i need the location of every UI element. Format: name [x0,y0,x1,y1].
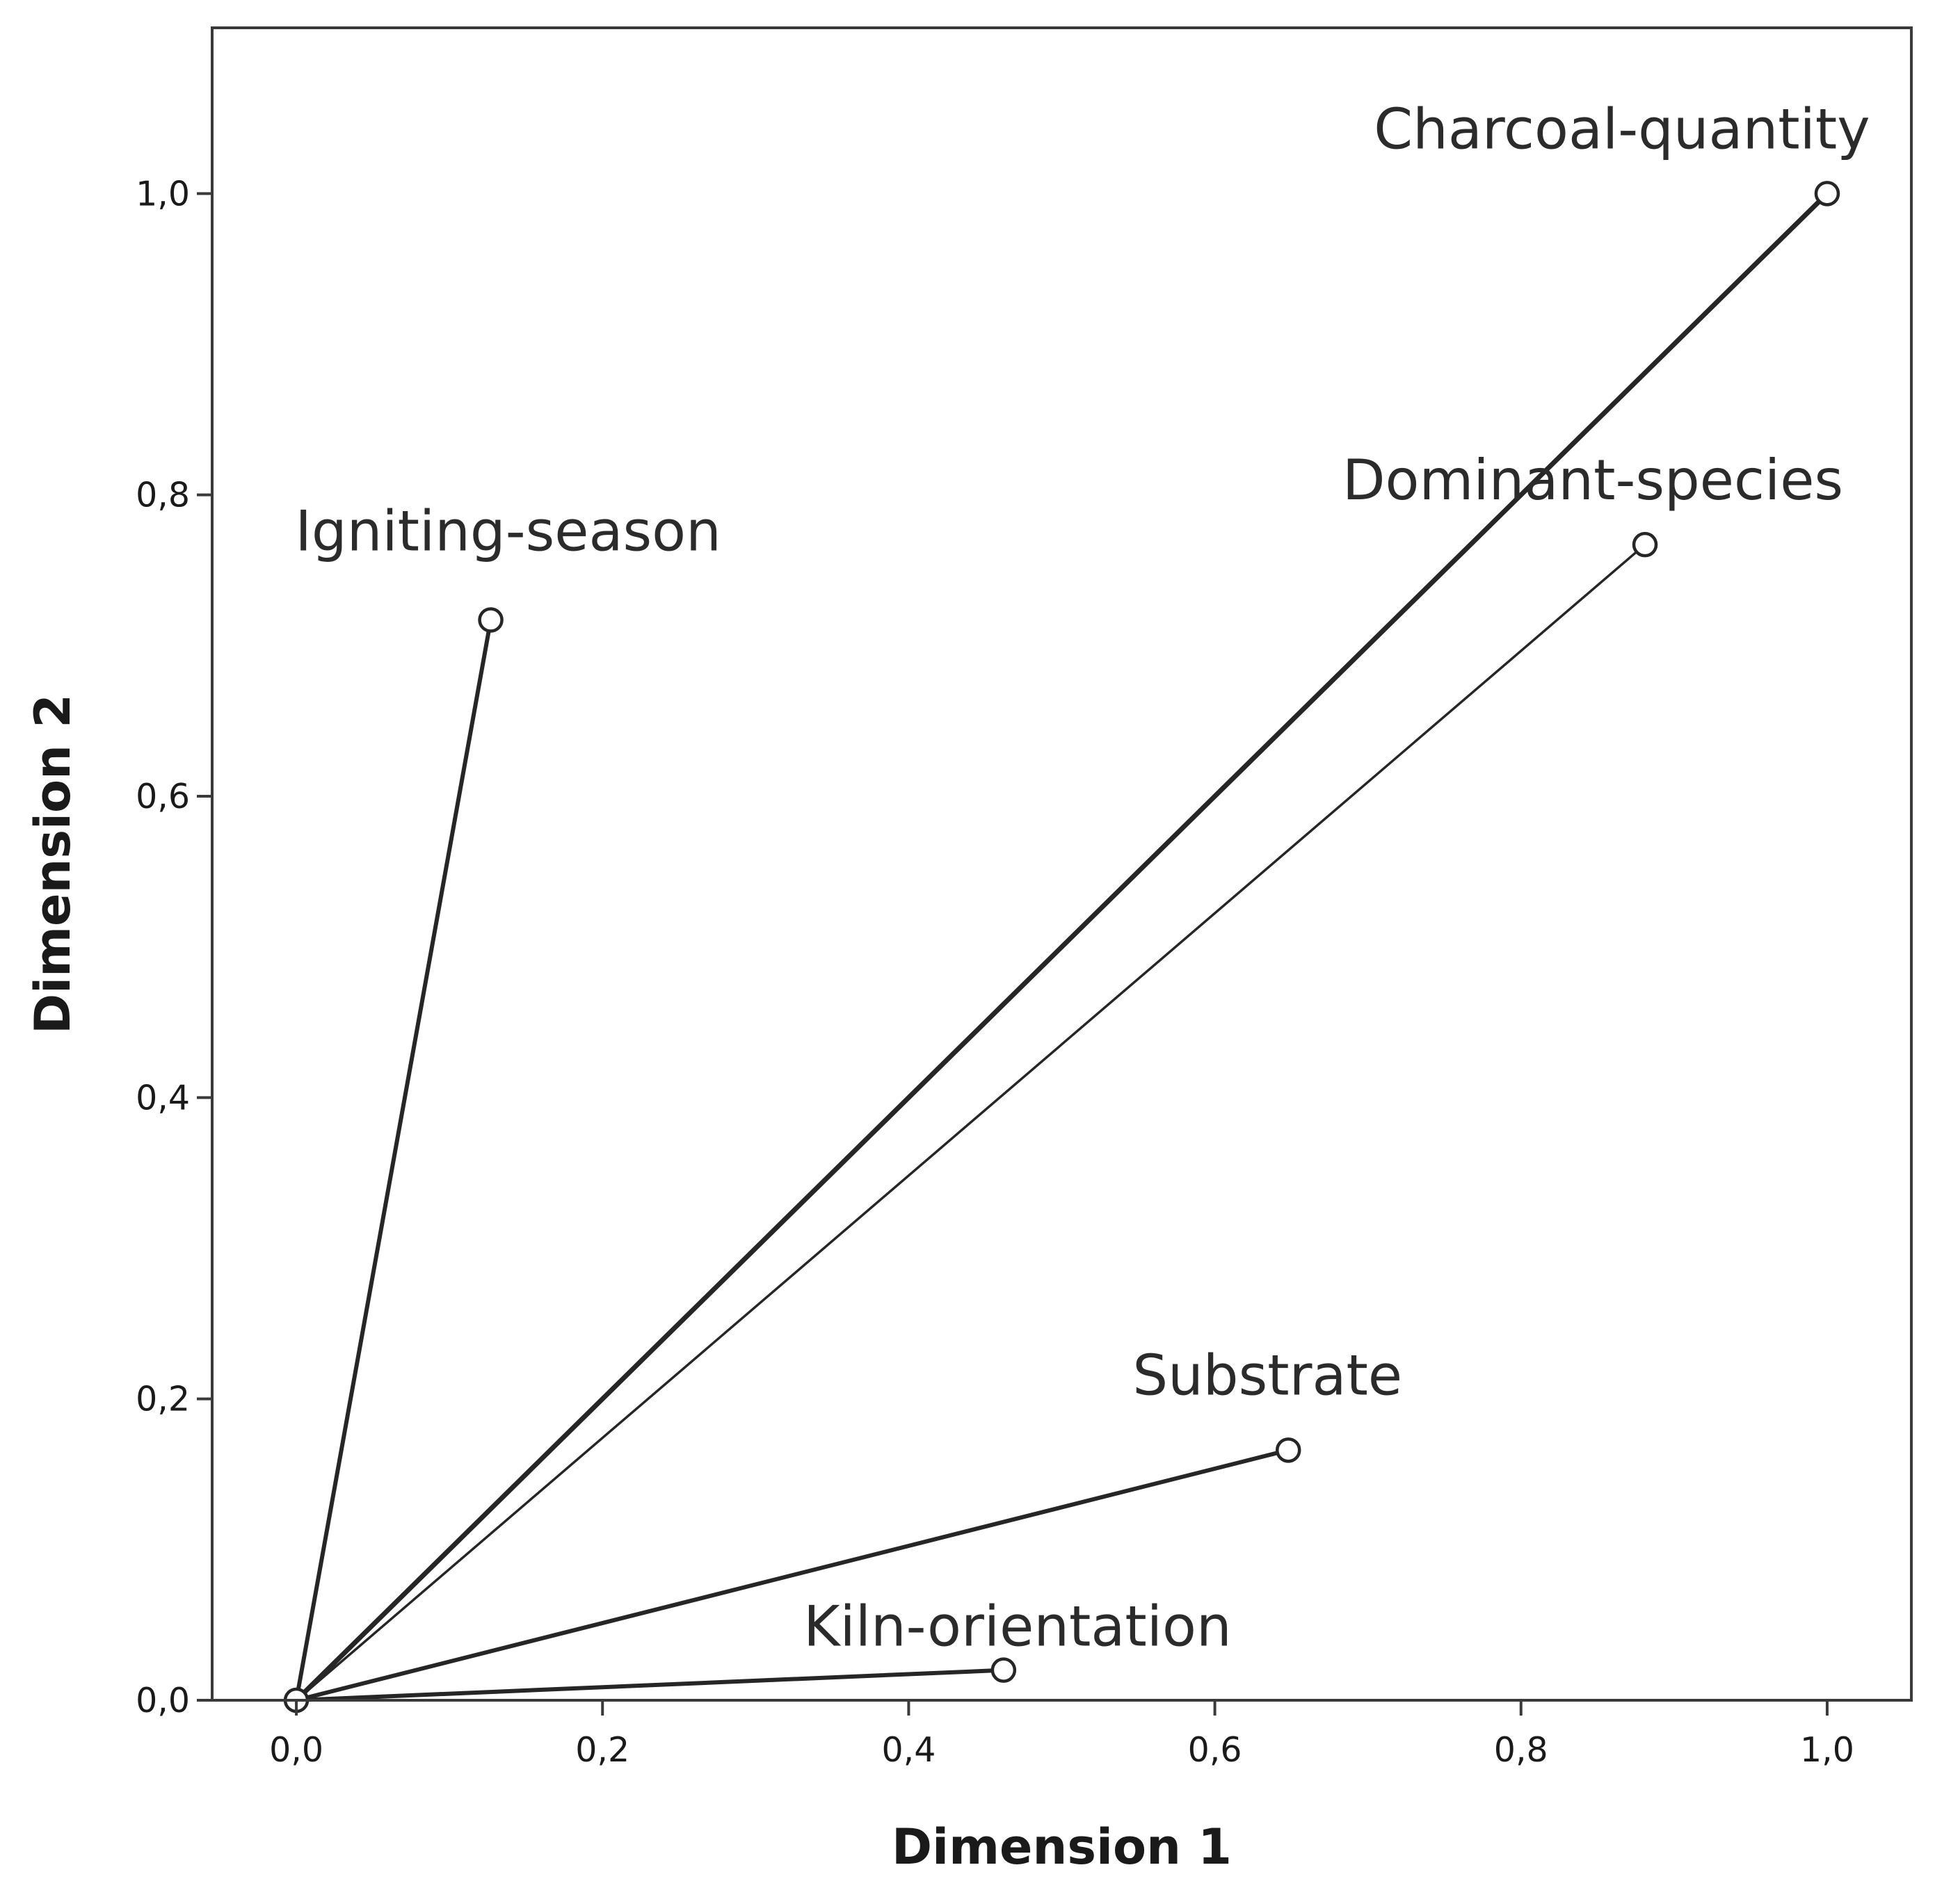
vector-line-igniting-season [294,618,493,1702]
y-tick-label: 1,0 [136,174,190,213]
x-tick-label: 1,0 [1800,1730,1854,1770]
point-label-igniting-season: Igniting-season [295,499,721,564]
point-marker-dominant-species [1632,531,1658,558]
point-label-kiln-orientation: Kiln-orientation [803,1595,1232,1659]
point-labels: Charcoal-quantity Dominant-species Ignitin… [295,97,1870,1659]
y-axis-title: Dimension 2 [24,694,81,1034]
x-tick-label: 0,6 [1188,1730,1242,1770]
x-tick-label: 0,4 [881,1730,936,1770]
y-tick-label: 0,0 [136,1681,190,1720]
plot-frame [211,26,1913,1702]
x-tick-label: 0,8 [1494,1730,1548,1770]
vector-line-kiln-orientation [294,1668,1006,1702]
point-marker-igniting-season [478,607,504,633]
y-tick-label: 0,8 [136,476,190,515]
y-tick-label: 0,2 [136,1380,190,1419]
point-marker-charcoal-quantity [1814,181,1840,207]
vector-line-substrate [294,1448,1291,1702]
point-marker-kiln-orientation [990,1657,1017,1683]
y-axis-ticks: 0,0 0,2 0,4 0,6 0,8 1,0 [136,174,212,1720]
vector-line-dominant-species [295,543,1646,1702]
point-markers [283,181,1840,1713]
x-tick-label: 0,2 [575,1730,629,1770]
x-tick-label: 0,0 [269,1730,323,1770]
x-axis-title: Dimension 1 [892,1818,1232,1875]
y-tick-label: 0,4 [136,1078,190,1118]
point-label-dominant-species: Dominant-species [1342,448,1843,513]
y-tick-label: 0,6 [136,777,190,816]
point-marker-substrate [1275,1437,1301,1463]
point-label-substrate: Substrate [1132,1343,1402,1407]
vector-line-charcoal-quantity [294,191,1830,1703]
vector-lines [294,191,1830,1703]
point-label-charcoal-quantity: Charcoal-quantity [1374,97,1870,161]
x-axis-ticks: 0,0 0,2 0,4 0,6 0,8 1,0 [269,1700,1854,1770]
